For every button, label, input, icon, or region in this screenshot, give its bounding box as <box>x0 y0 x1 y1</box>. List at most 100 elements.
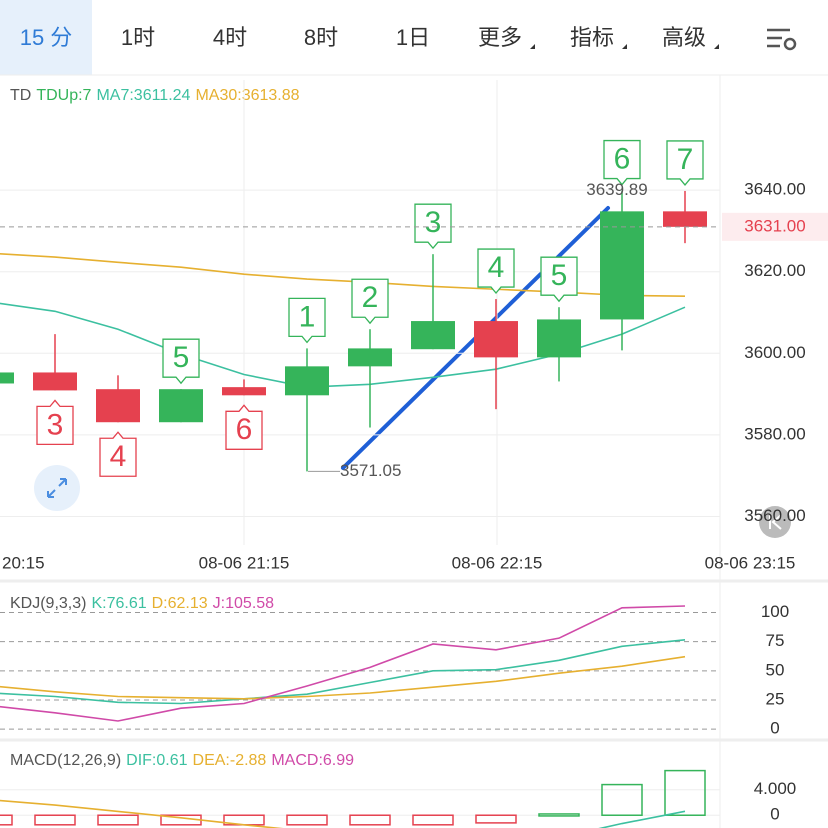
legend-item: MA30:3613.88 <box>195 87 299 104</box>
y-tick-label: 4.000 <box>754 779 797 798</box>
legend-item: MACD(12,26,9) <box>10 752 121 769</box>
y-tick-label: 3640.00 <box>744 180 805 199</box>
td-count: 1 <box>299 300 316 333</box>
legend-item: K:76.61 <box>91 595 146 612</box>
indicator-line <box>0 655 686 700</box>
td-box <box>414 203 452 250</box>
legend-item: MACD:6.99 <box>271 752 354 769</box>
y-tick-label: 100 <box>761 602 789 621</box>
macd-bar <box>0 814 13 826</box>
plot <box>0 605 686 722</box>
candle-body <box>537 319 581 358</box>
td-count: 6 <box>236 413 253 446</box>
tab[interactable]: 高级 <box>662 25 706 50</box>
indicator-line <box>0 799 284 828</box>
settings-icon[interactable] <box>767 28 797 51</box>
x-tick-label: 08-06 23:15 <box>705 553 796 572</box>
legend-item: D:62.13 <box>152 595 208 612</box>
td-box <box>99 431 137 477</box>
legend: KDJ(9,3,3) K:76.61 D:62.13 J:105.58 <box>10 595 274 612</box>
expand-button[interactable] <box>34 465 80 511</box>
td-count: 4 <box>488 251 505 284</box>
x-tick-label: 08-06 21:15 <box>199 553 290 572</box>
candle-body <box>33 372 77 391</box>
x-tick-label: 20:15 <box>2 553 45 572</box>
legend-item: J:105.58 <box>213 595 274 612</box>
legend-item: TDUp:7 <box>36 87 91 104</box>
xaxis-band <box>0 545 828 581</box>
macd-bar <box>97 814 139 826</box>
td-count: 3 <box>47 408 64 441</box>
candle-body <box>411 321 455 350</box>
y-tick-label: 75 <box>766 631 785 650</box>
macd-bar <box>412 814 454 826</box>
legend-item: TD <box>10 87 31 104</box>
legend-item: DIF:0.61 <box>126 752 187 769</box>
y-tick-label: 3580.00 <box>744 424 805 443</box>
plot: 3 4 5 6 1 2 3 4 5 6 7 <box>0 80 707 545</box>
td-box <box>162 338 200 385</box>
candle-body <box>474 321 518 358</box>
dropdown-arrow <box>530 44 535 49</box>
tab[interactable]: 8时 <box>304 25 338 50</box>
candle-body <box>663 211 707 227</box>
macd-bar <box>349 814 391 826</box>
legend-item: KDJ(9,3,3) <box>10 595 86 612</box>
tab[interactable]: 指标 <box>570 25 614 50</box>
y-tick-label: 3560.00 <box>744 506 805 525</box>
ma-line <box>0 253 686 297</box>
macd-bar <box>664 769 706 816</box>
indicator-line <box>0 605 686 722</box>
td-count: 4 <box>110 440 127 473</box>
high-annotation: 3639.89 <box>586 180 647 199</box>
td-box <box>666 140 704 186</box>
td-box <box>288 297 326 344</box>
reset-button[interactable] <box>759 506 791 538</box>
candle-body <box>285 366 329 396</box>
td-box <box>477 248 515 295</box>
td-count: 2 <box>362 281 379 314</box>
td-count: 5 <box>173 341 190 374</box>
dropdown-arrow <box>622 44 627 49</box>
candle-body <box>0 372 14 384</box>
x-tick-label: 08-06 22:15 <box>452 553 543 572</box>
legend-item: DEA:-2.88 <box>193 752 267 769</box>
y-tick-label: 0 <box>770 719 779 738</box>
dropdown-arrow <box>714 44 719 49</box>
price-tag-bg <box>722 212 828 241</box>
td-box <box>351 278 389 325</box>
candle-body <box>600 211 644 320</box>
td-box <box>603 139 641 186</box>
candle-body <box>348 348 392 367</box>
low-annotation: 3571.05 <box>340 461 401 480</box>
macd-bar <box>601 783 643 816</box>
td-count: 7 <box>677 143 694 176</box>
tab[interactable]: 15 分 <box>20 25 73 50</box>
y-tick-label: 0 <box>770 805 779 824</box>
y-tick-label: 3600.00 <box>744 343 805 362</box>
plot <box>0 769 706 828</box>
td-count: 3 <box>425 206 442 239</box>
td-box <box>36 399 74 446</box>
legend: MACD(12,26,9) DIF:0.61 DEA:-2.88 MACD:6.99 <box>10 752 354 769</box>
macd-bar <box>34 814 76 826</box>
td-box <box>540 256 578 303</box>
tab[interactable]: 1时 <box>121 25 155 50</box>
macd-bar <box>475 814 517 824</box>
ma-line <box>0 302 686 388</box>
macd-bar <box>286 814 328 826</box>
legend-item: MA7:3611.24 <box>96 87 190 104</box>
candle-body <box>96 389 140 423</box>
candle-body <box>159 389 203 423</box>
y-tick-label: 3620.00 <box>744 261 805 280</box>
y-tick-label: 50 <box>766 660 785 679</box>
tab[interactable]: 更多 <box>478 25 522 50</box>
td-box <box>225 404 263 450</box>
candle-body <box>222 387 266 396</box>
current-price: 3631.00 <box>744 216 805 235</box>
indicator-line <box>0 638 686 705</box>
tab[interactable]: 4时 <box>213 25 247 50</box>
tab-selected-bg <box>0 0 92 75</box>
tab[interactable]: 1日 <box>396 25 430 50</box>
